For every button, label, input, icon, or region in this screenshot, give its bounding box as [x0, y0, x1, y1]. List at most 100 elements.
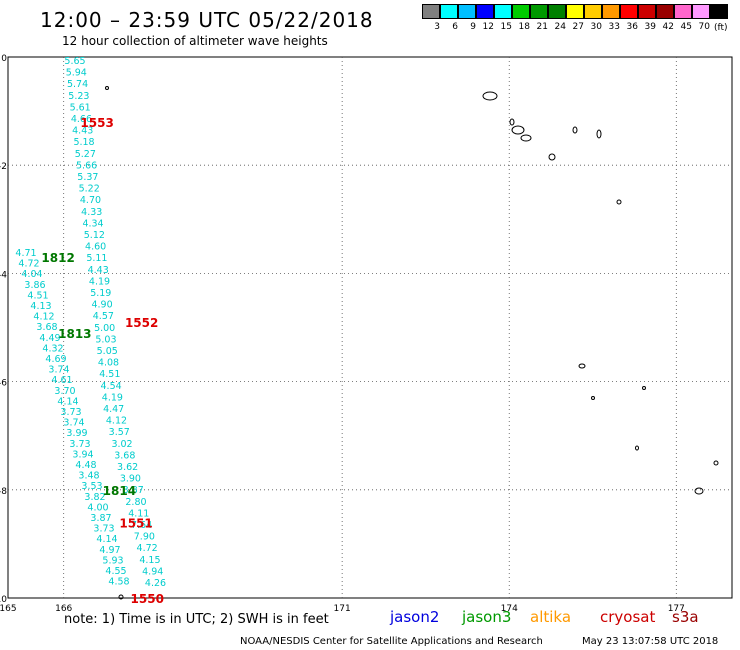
legend-label: 24 [554, 22, 566, 32]
legend-label: 27 [572, 22, 584, 32]
satellite-label-jason2: jason2 [390, 608, 440, 626]
wave-height-reading: 4.14 [57, 396, 78, 407]
legend-label: 36 [626, 22, 638, 32]
wave-height-reading: 4.48 [75, 460, 96, 471]
legend-label: 18 [518, 22, 530, 32]
island-outline [578, 363, 586, 369]
wave-height-reading: 3.02 [111, 439, 132, 450]
wave-height-reading: 5.23 [68, 91, 89, 102]
wave-height-reading: 5.18 [73, 137, 94, 148]
wave-height-reading: 2.80 [125, 497, 146, 508]
wave-height-reading: 5.19 [90, 288, 111, 299]
wave-height-reading: 4.04 [21, 269, 42, 280]
satellite-label-jason3: jason3 [462, 608, 512, 626]
wave-height-reading: 3.73 [60, 407, 81, 418]
wave-height-reading: 5.03 [95, 334, 116, 345]
wave-height-reading: 4.15 [139, 555, 160, 566]
legend-swatch [440, 4, 458, 19]
legend-swatch [710, 4, 728, 19]
wave-height-reading: 3.73 [93, 524, 114, 535]
wave-height-reading: 4.70 [80, 195, 101, 206]
legend-labels: 3 6 9 12 15 18 21 24 27 30 33 36 39 42 45 70 [422, 22, 728, 32]
wave-height-reading: 4.71 [15, 248, 36, 259]
island-outline [105, 86, 109, 90]
legend-label: 33 [608, 22, 620, 32]
wave-height-reading: 5.94 [66, 68, 87, 79]
wave-height-reading: 3.94 [72, 449, 93, 460]
wave-height-reading: 4.11 [128, 508, 149, 519]
wave-height-reading: 4.19 [102, 392, 123, 403]
wave-height-reading: 4.94 [142, 566, 163, 577]
wave-height-reading: 4.26 [145, 578, 166, 589]
wave-height-reading: 4.43 [72, 126, 93, 137]
wave-height-reading: 4.00 [87, 502, 108, 513]
x-tick-label: 177 [668, 604, 685, 614]
wave-height-reading: 4.57 [93, 311, 114, 322]
wave-height-reading: 4.13 [30, 301, 51, 312]
wave-height-reading: 3.74 [48, 365, 69, 376]
wave-height-reading: 4.19 [89, 276, 110, 287]
legend-swatch [458, 4, 476, 19]
island-outline [616, 199, 622, 205]
satellite-label-altika: altika [530, 608, 572, 626]
legend-label: 30 [590, 22, 602, 32]
wave-height-reading: 3.70 [54, 386, 75, 397]
wave-height-reading: 4.66 [71, 114, 92, 125]
wave-height-reading: 5.12 [84, 230, 105, 241]
pass-number-label: 1814 [103, 484, 136, 498]
legend-label: 39 [644, 22, 656, 32]
wave-height-reading: 3.68 [114, 450, 135, 461]
wave-height-reading: 4.43 [88, 265, 109, 276]
wave-height-reading: 4.69 [45, 354, 66, 365]
legend-label: 6 [452, 22, 458, 32]
wave-height-reading: 3.90 [120, 474, 141, 485]
wave-height-reading: 3.48 [78, 471, 99, 482]
wave-height-reading: 5.65 [64, 56, 85, 67]
x-tick-label: 166 [55, 604, 72, 614]
legend-unit: (ft) [714, 23, 728, 33]
wave-height-reading: 4.12 [106, 416, 127, 427]
island-outline [596, 129, 602, 139]
legend-swatch [476, 4, 494, 19]
generation-timestamp: May 23 13:07:58 UTC 2018 [582, 636, 719, 647]
map-frame [7, 56, 733, 599]
wave-height-reading: 3.53 [81, 481, 102, 492]
wave-height-reading: 3.99 [66, 428, 87, 439]
pass-number-label: 1553 [80, 116, 113, 130]
wave-height-reading: 3.73 [69, 439, 90, 450]
wave-height-reading: 4.90 [91, 300, 112, 311]
wave-height-reading: 4.49 [39, 333, 60, 344]
legend-label: 70 [698, 22, 710, 32]
island-outline [591, 396, 595, 400]
wave-height-reading: 4.32 [42, 343, 63, 354]
wave-height-reading: 4.12 [33, 312, 54, 323]
wave-height-reading: 4.72 [18, 259, 39, 270]
satellite-label-cryosat: cryosat [600, 608, 656, 626]
island-outline [520, 134, 532, 142]
wave-height-reading: 3.87 [90, 513, 111, 524]
pass-number-label: 1812 [41, 251, 74, 265]
footnote: note: 1) Time is in UTC; 2) SWH is in fe… [64, 612, 329, 627]
wave-height-reading: 4.51 [27, 290, 48, 301]
legend-swatch [638, 4, 656, 19]
wave-height-reading: 4.97 [99, 545, 120, 556]
legend-label: 15 [500, 22, 512, 32]
island-outline [548, 153, 556, 161]
y-tick-label: 0 [1, 54, 7, 64]
wave-height-reading: 3.74 [63, 418, 84, 429]
y-tick-label: -8 [0, 487, 7, 497]
legend-swatch [422, 4, 440, 19]
legend-swatch [674, 4, 692, 19]
wave-height-reading: 7.90 [134, 532, 155, 543]
island-outline [635, 445, 639, 451]
legend-label: 9 [470, 22, 476, 32]
island-outline [694, 487, 704, 495]
wave-height-reading: 7.64 [131, 520, 152, 531]
y-tick-label: -10 [0, 595, 7, 605]
wave-height-reading: 3.57 [109, 427, 130, 438]
legend-swatches [422, 4, 728, 19]
page-subtitle: 12 hour collection of altimeter wave hei… [62, 34, 328, 48]
legend-swatch [548, 4, 566, 19]
island-outline [642, 386, 646, 390]
wave-height-reading: 5.74 [67, 79, 88, 90]
